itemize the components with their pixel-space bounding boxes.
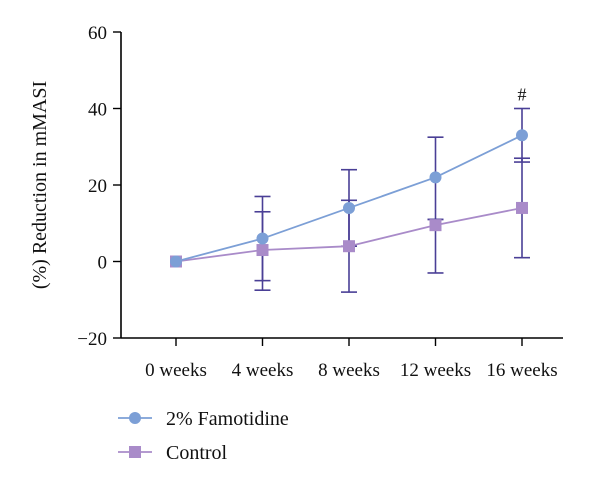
data-point-2-famotidine <box>429 171 442 184</box>
y-tick-label: 20 <box>88 176 107 197</box>
y-tick-label: 0 <box>98 253 108 274</box>
error-bars-2-famotidine <box>254 107 530 282</box>
data-point-2-famotidine <box>516 129 528 142</box>
data-point-2-famotidine <box>343 201 355 214</box>
legend-marker <box>129 446 141 458</box>
data-point-control <box>516 201 528 214</box>
legend-label: 2% Famotidine <box>166 408 289 430</box>
legend-item-2-famotidine: 2% Famotidine <box>118 408 289 430</box>
y-tick-label: 60 <box>88 23 107 44</box>
legend-item-control: Control <box>118 442 228 464</box>
series-layer <box>170 107 530 293</box>
y-ticks: −20 0 20 40 60 <box>77 23 121 350</box>
error-bars-control <box>254 157 530 293</box>
data-point-control <box>256 244 269 257</box>
legend-label: Control <box>166 442 228 464</box>
legend: 2% Famotidine Control <box>118 408 289 464</box>
legend-marker <box>129 412 141 424</box>
x-tick-label: 0 weeks <box>145 360 207 381</box>
data-point-control <box>343 240 355 253</box>
data-point-control <box>429 219 442 232</box>
y-tick-label: 40 <box>88 100 107 121</box>
significance-annotation: # <box>518 85 527 105</box>
x-ticks: 0 weeks 4 weeks 8 weeks 12 weeks 16 weeks <box>145 338 558 381</box>
annotations: # <box>518 85 527 105</box>
x-tick-label: 8 weeks <box>318 360 380 381</box>
x-tick-label: 12 weeks <box>400 360 471 381</box>
x-tick-label: 4 weeks <box>232 360 294 381</box>
data-point-2-famotidine <box>170 255 182 268</box>
data-point-2-famotidine <box>256 232 269 245</box>
x-tick-label: 16 weeks <box>486 360 557 381</box>
y-tick-label: −20 <box>77 329 107 350</box>
y-axis-label: (%) Reduction in mMASI <box>29 81 51 289</box>
